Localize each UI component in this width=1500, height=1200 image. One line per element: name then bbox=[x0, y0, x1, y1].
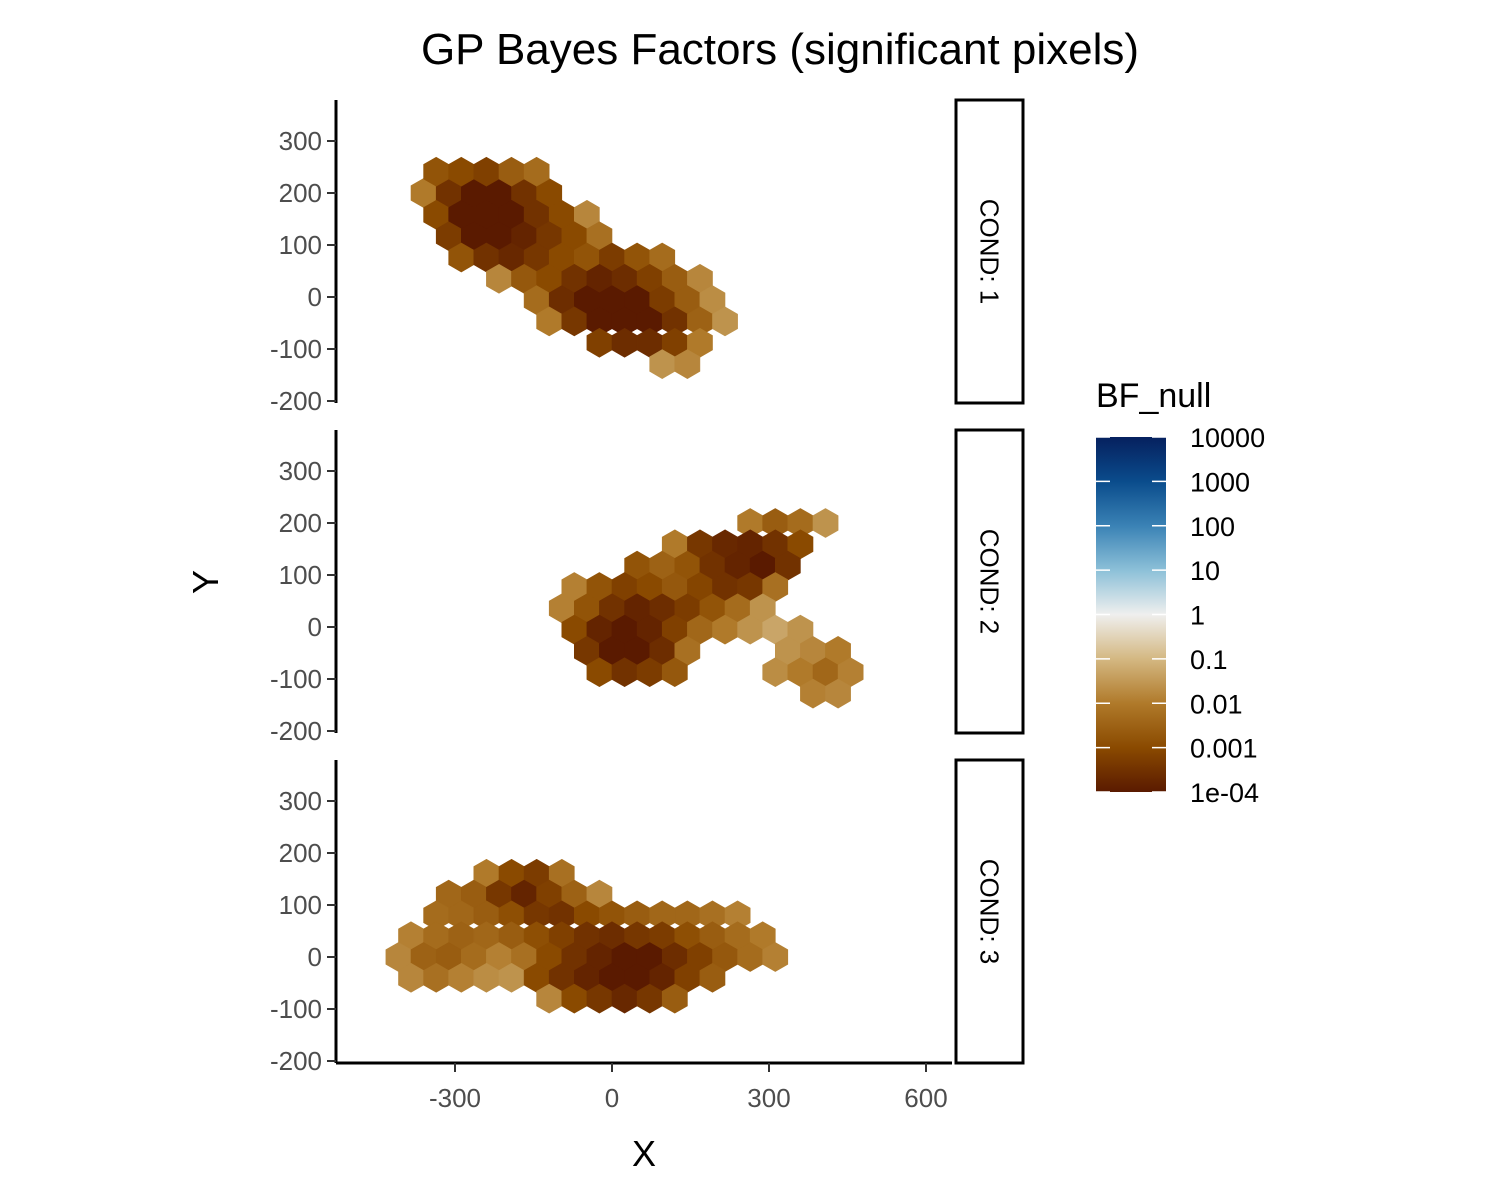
y-tick-label: 100 bbox=[279, 230, 322, 260]
facet-strip bbox=[954, 98, 1025, 405]
x-axis: -300 0 300 600 bbox=[336, 1061, 952, 1113]
x-tick-label: 0 bbox=[605, 1083, 619, 1113]
y-tick-label: 200 bbox=[279, 178, 322, 208]
facet-strip bbox=[954, 428, 1025, 735]
y-tick-label: 0 bbox=[308, 942, 322, 972]
y-tick-label: 300 bbox=[279, 456, 322, 486]
y-tick-label: -100 bbox=[270, 664, 322, 694]
hex-cell bbox=[712, 306, 738, 337]
chart-title: GP Bayes Factors (significant pixels) bbox=[421, 25, 1139, 74]
hex-cell bbox=[611, 327, 638, 358]
y-tick-label: 200 bbox=[279, 508, 322, 538]
y-tick-label: -200 bbox=[270, 716, 322, 746]
y-tick-label: -200 bbox=[270, 1046, 322, 1076]
y-tick-label: 100 bbox=[279, 560, 322, 590]
hex-cell bbox=[523, 156, 550, 187]
x-tick-label: 600 bbox=[904, 1083, 947, 1113]
facet-panels: -200 -100 0 100 200 300 COND: 1 -200 -100 0 100 200… bbox=[270, 98, 1025, 1076]
hex-cell bbox=[661, 657, 688, 688]
facet-panel-2: -200 -100 0 100 200 300 COND: 2 bbox=[270, 428, 1025, 746]
legend-label: 10000 bbox=[1190, 423, 1265, 453]
facet-strip-label: COND: 1 bbox=[975, 199, 1005, 304]
legend-title: BF_null bbox=[1096, 377, 1211, 415]
y-tick-label: -100 bbox=[270, 994, 322, 1024]
legend-label: 100 bbox=[1190, 512, 1235, 542]
y-tick-label: 300 bbox=[279, 786, 322, 816]
y-tick-label: 0 bbox=[308, 282, 322, 312]
hex-cell bbox=[674, 349, 701, 379]
hex-cell bbox=[825, 678, 851, 709]
y-tick-label: 0 bbox=[308, 612, 322, 642]
legend-label: 1000 bbox=[1190, 467, 1250, 497]
facet-strip-label: COND: 3 bbox=[975, 859, 1005, 964]
facet-panel-3: -200 -100 0 100 200 300 COND: 3 bbox=[270, 758, 1025, 1076]
facet-strip bbox=[954, 758, 1025, 1065]
legend-label: 0.01 bbox=[1190, 689, 1243, 719]
legend-label: 0.001 bbox=[1190, 734, 1258, 764]
facet-strip-label: COND: 2 bbox=[975, 529, 1005, 634]
hex-cell bbox=[661, 983, 688, 1014]
x-axis-title: X bbox=[632, 1133, 656, 1174]
y-tick-label: 300 bbox=[279, 126, 322, 156]
x-tick-label: -300 bbox=[429, 1083, 481, 1113]
y-tick-label: 200 bbox=[279, 838, 322, 868]
legend-label: 1 bbox=[1190, 601, 1205, 631]
facet-panel-1: -200 -100 0 100 200 300 COND: 1 bbox=[270, 98, 1025, 416]
hex-layer bbox=[410, 156, 738, 379]
hex-cell bbox=[762, 942, 789, 972]
legend-label: 1e-04 bbox=[1190, 778, 1259, 808]
y-tick-label: -100 bbox=[270, 334, 322, 364]
y-tick-label: 100 bbox=[279, 890, 322, 920]
y-tick-label: -200 bbox=[270, 386, 322, 416]
legend-label: 10 bbox=[1190, 556, 1220, 586]
hex-cell bbox=[586, 327, 613, 358]
hex-layer bbox=[385, 858, 789, 1014]
hex-layer bbox=[548, 508, 864, 709]
hex-cell bbox=[699, 962, 726, 993]
y-axis-title: Y bbox=[185, 570, 226, 594]
hex-cell bbox=[812, 508, 839, 538]
legend-label: 0.1 bbox=[1190, 645, 1228, 675]
x-tick-label: 300 bbox=[747, 1083, 790, 1113]
color-legend: BF_null 1e-04 0.001 0.01 0.1 1 10 100 1000 10000 bbox=[1096, 377, 1265, 808]
